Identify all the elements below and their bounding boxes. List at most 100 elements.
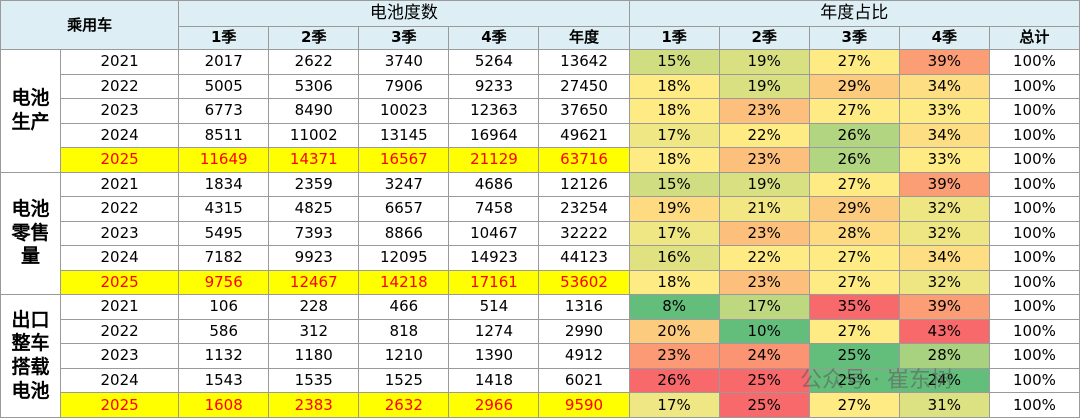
count-cell: 5005	[178, 73, 270, 100]
share-cell: 25%	[718, 392, 810, 418]
share-cell: 27%	[808, 318, 900, 345]
count-cell: 1316	[538, 294, 630, 320]
count-cell: 4912	[538, 343, 630, 369]
data-row: 2024 1543 1535 1525 1418 6021 26% 25% 25% 24% 100%	[1, 367, 1080, 394]
share-cell: 100%	[988, 49, 1080, 75]
share-cell: 26%	[808, 147, 900, 173]
count-cell: 466	[358, 294, 450, 320]
section-label-line: 搭载	[11, 356, 50, 379]
share-cell: 21%	[718, 196, 810, 222]
share-cell: 15%	[628, 49, 720, 75]
share-cell: 18%	[628, 147, 720, 173]
count-cell: 13145	[358, 122, 450, 149]
header-row: 1季 2季 3季 4季 年度 1季 2季 3季 4季 总计	[1, 25, 1080, 51]
share-cell: 100%	[988, 294, 1080, 320]
share-cell: 19%	[718, 171, 810, 198]
count-cell: 2966	[448, 392, 540, 418]
count-cell: 1543	[178, 367, 270, 394]
group-header: 电池度数	[178, 0, 630, 27]
share-cell: 23%	[718, 98, 810, 124]
count-cell: 1418	[448, 367, 540, 394]
year-cell: 2025	[60, 392, 180, 418]
year-cell: 2024	[60, 122, 180, 149]
section-label-line: 电池	[11, 87, 50, 110]
count-cell: 3247	[358, 171, 450, 198]
share-cell: 31%	[898, 392, 990, 418]
share-cell: 25%	[808, 343, 900, 369]
share-cell: 43%	[898, 318, 990, 345]
count-cell: 16964	[448, 122, 540, 149]
column-header: 总计	[988, 25, 1080, 51]
column-header: 4季	[448, 25, 540, 51]
share-cell: 15%	[628, 171, 720, 198]
share-cell: 100%	[988, 122, 1080, 149]
count-cell: 14218	[358, 269, 450, 296]
share-cell: 100%	[988, 98, 1080, 124]
share-cell: 23%	[628, 343, 720, 369]
count-cell: 7393	[268, 220, 360, 247]
count-cell: 586	[178, 318, 270, 345]
share-cell: 34%	[898, 122, 990, 149]
count-cell: 16567	[358, 147, 450, 173]
year-cell: 2021	[60, 171, 180, 198]
section-label-line: 量	[21, 245, 41, 268]
count-cell: 9756	[178, 269, 270, 296]
column-header: 1季	[628, 25, 720, 51]
count-cell: 1535	[268, 367, 360, 394]
count-cell: 5264	[448, 49, 540, 75]
count-cell: 53602	[538, 269, 630, 296]
share-cell: 10%	[718, 318, 810, 345]
share-cell: 33%	[898, 147, 990, 173]
share-cell: 28%	[808, 220, 900, 247]
share-cell: 25%	[718, 367, 810, 394]
data-row: 出口 整车 搭载 电池 2021 106 228 466 514 1316 8% 17% 35% 39% 1…	[0, 294, 1080, 418]
share-cell: 18%	[628, 269, 720, 296]
section-label: 电池 生产	[0, 49, 62, 173]
section-label-line: 零售	[11, 221, 50, 244]
share-cell: 24%	[898, 367, 990, 394]
share-cell: 100%	[988, 343, 1080, 369]
year-cell: 2021	[60, 49, 180, 75]
share-cell: 18%	[628, 98, 720, 124]
data-row: 2025 11649 14371 16567 21129 63716 18% 23% 26% 33…	[1, 147, 1080, 173]
share-cell: 100%	[988, 73, 1080, 100]
data-row: 2024 8511 11002 13145 16964 49621 17% 22% 26% 34%…	[1, 122, 1080, 149]
year-cell: 2022	[60, 318, 180, 345]
share-cell: 23%	[718, 220, 810, 247]
year-cell: 2022	[60, 196, 180, 222]
count-cell: 2359	[268, 171, 360, 198]
year-cell: 2024	[60, 367, 180, 394]
count-cell: 9233	[448, 73, 540, 100]
count-cell: 14371	[268, 147, 360, 173]
count-cell: 2017	[178, 49, 270, 75]
section-label: 出口 整车 搭载 电池	[0, 294, 62, 418]
share-cell: 20%	[628, 318, 720, 345]
share-cell: 100%	[988, 147, 1080, 173]
share-cell: 27%	[808, 49, 900, 75]
count-cell: 4686	[448, 171, 540, 198]
column-header: 2季	[268, 25, 360, 51]
count-cell: 9923	[268, 245, 360, 271]
count-cell: 818	[358, 318, 450, 345]
count-cell: 8490	[268, 98, 360, 124]
group-header: 年度占比	[628, 0, 1080, 27]
data-row: 电池 生产 2021 2017 2622 3740 5264 13642 15% 19% 27% 39…	[0, 49, 1080, 173]
count-cell: 2632	[358, 392, 450, 418]
count-cell: 4825	[268, 196, 360, 222]
count-cell: 7182	[178, 245, 270, 271]
count-cell: 3740	[358, 49, 450, 75]
corner-header: 乘用车	[0, 0, 180, 51]
count-cell: 37650	[538, 98, 630, 124]
share-cell: 27%	[808, 98, 900, 124]
share-cell: 32%	[898, 269, 990, 296]
count-cell: 1390	[448, 343, 540, 369]
column-header: 2季	[718, 25, 810, 51]
share-cell: 24%	[718, 343, 810, 369]
count-cell: 1132	[178, 343, 270, 369]
share-cell: 8%	[628, 294, 720, 320]
count-cell: 27450	[538, 73, 630, 100]
data-row: 2023 1132 1180 1210 1390 4912 23% 24% 25% 28% 100%	[1, 343, 1080, 369]
count-cell: 1525	[358, 367, 450, 394]
